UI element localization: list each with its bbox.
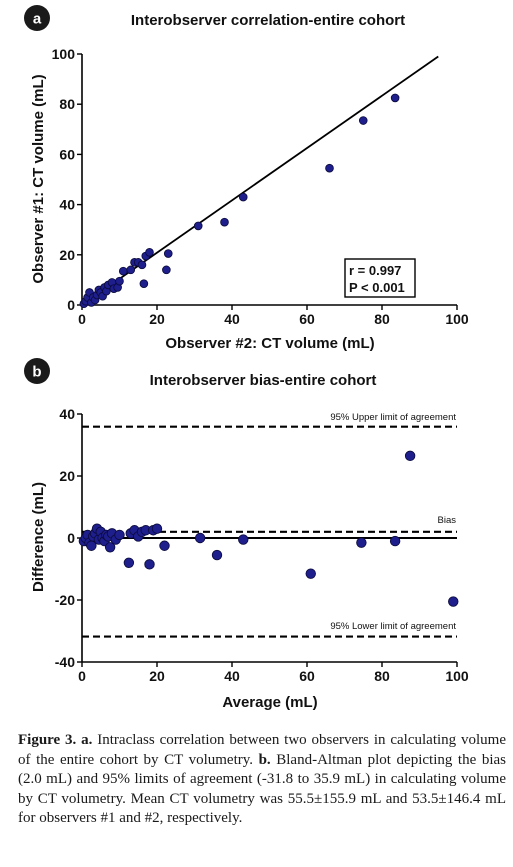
panel-b-x-tick-label: 60: [299, 668, 315, 684]
panel-b-y-tick-label: 0: [67, 530, 75, 546]
panel-a-x-axis-label: Observer #2: CT volume (mL): [165, 335, 374, 352]
panel-b-badge: [24, 358, 50, 384]
panel-a-y-tick-label: 0: [67, 297, 75, 313]
data-point: [115, 276, 124, 286]
panel-a-x-tick-label: 40: [224, 311, 240, 327]
bias-label: Bias: [438, 515, 457, 526]
data-point: [126, 265, 136, 275]
data-point: [220, 217, 229, 227]
data-point: [389, 535, 401, 547]
data-point: [448, 596, 459, 607]
data-point: [114, 529, 125, 541]
data-point: [144, 559, 155, 570]
data-point: [162, 265, 171, 275]
panel-b-x-tick-label: 0: [78, 668, 86, 684]
panel-b-x-tick-label: 80: [374, 668, 390, 684]
data-point: [118, 266, 128, 276]
stats-r: r = 0.997: [349, 263, 401, 278]
panel-a-title: Interobserver correlation-entire cohort: [131, 12, 405, 29]
data-point: [358, 116, 368, 125]
caption-b-label: b.: [258, 751, 271, 768]
data-point: [163, 249, 173, 258]
data-point: [390, 93, 400, 103]
data-point: [194, 532, 206, 544]
caption-figure-label: Figure 3.: [18, 732, 77, 748]
data-point: [139, 279, 149, 288]
figure-charts: a Interobserver correlation-entire cohor…: [24, 5, 469, 711]
lower-limit-label: 95% Lower limit of agreement: [330, 621, 456, 632]
data-point: [104, 542, 116, 553]
data-point: [325, 163, 334, 173]
panel-a-letter: a: [33, 11, 42, 28]
data-point: [211, 549, 223, 561]
panel-b-y-tick-label: 20: [59, 468, 75, 484]
data-point: [404, 450, 416, 462]
stats-box: [344, 258, 416, 298]
data-point: [305, 568, 316, 579]
caption-part-a: Intraclass correlation between two obser…: [18, 732, 506, 768]
caption-part-b: Bland-Altman plot depicting the bias (2.…: [18, 751, 506, 827]
panel-b-y-tick-label: -20: [55, 592, 75, 608]
panel-a: a Interobserver correlation-entire cohor…: [24, 5, 469, 352]
data-point: [356, 537, 367, 548]
panel-b-x-axis-label: Average (mL): [222, 694, 317, 711]
figure-caption: Figure 3. a. Intraclass correlation betw…: [18, 731, 506, 829]
caption-a-label: a.: [81, 732, 93, 748]
stats-p: P < 0.001: [349, 280, 405, 295]
panel-a-y-tick-label: 100: [52, 46, 76, 62]
data-point: [193, 221, 203, 231]
data-point: [145, 247, 154, 257]
panel-b-x-tick-label: 40: [224, 668, 240, 684]
panel-a-x-tick-label: 0: [78, 311, 86, 327]
upper-limit-label: 95% Upper limit of agreement: [330, 412, 456, 423]
data-point: [159, 540, 170, 551]
panel-b-y-axis-label: Difference (mL): [30, 482, 47, 592]
data-point: [151, 523, 163, 534]
panel-b-x-tick-label: 20: [149, 668, 165, 684]
panel-a-badge: [24, 5, 50, 31]
panel-a-x-tick-label: 20: [149, 311, 165, 327]
panel-a-y-tick-label: 80: [59, 96, 75, 112]
panel-b-y-tick-label: -40: [55, 654, 75, 670]
panel-a-x-tick-label: 100: [445, 311, 469, 327]
panel-a-x-tick-label: 60: [299, 311, 315, 327]
panel-a-y-tick-label: 40: [59, 197, 75, 213]
data-point: [238, 192, 248, 202]
panel-b-x-tick-label: 100: [445, 668, 469, 684]
panel-b-title: Interobserver bias-entire cohort: [150, 372, 377, 389]
data-point: [238, 534, 249, 545]
panel-b-letter: b: [32, 364, 41, 381]
panel-a-y-axis-label: Observer #1: CT volume (mL): [30, 74, 47, 283]
panel-a-x-tick-label: 80: [374, 311, 390, 327]
panel-a-y-tick-label: 60: [59, 146, 75, 162]
panel-b: b Interobserver bias-entire cohort Diffe…: [24, 358, 469, 711]
data-point: [137, 260, 147, 270]
panel-a-y-tick-label: 20: [59, 247, 75, 263]
panel-b-y-tick-label: 40: [59, 406, 75, 422]
data-point: [123, 557, 135, 569]
